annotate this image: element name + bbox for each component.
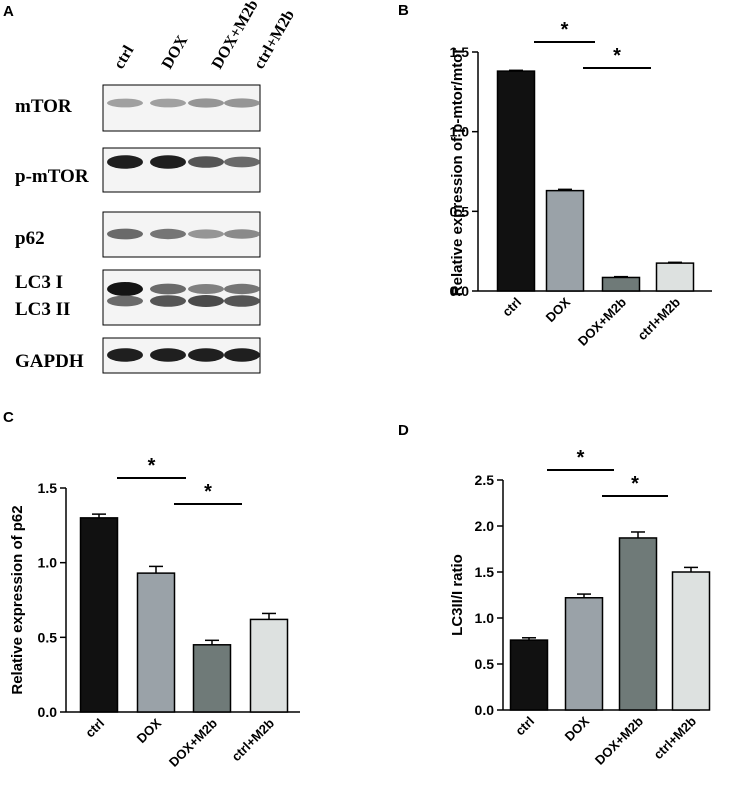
blot-band bbox=[150, 348, 186, 362]
x-tick-label: DOX+M2b bbox=[166, 715, 220, 769]
x-tick-label: DOX bbox=[562, 713, 593, 744]
bar bbox=[496, 70, 536, 292]
blot-band bbox=[224, 156, 260, 168]
blot-band bbox=[150, 283, 186, 295]
bar bbox=[79, 517, 119, 713]
blot-band bbox=[107, 98, 143, 108]
y-tick-label: 1.5 bbox=[450, 44, 470, 60]
significance-star: * bbox=[561, 19, 569, 41]
panel-letter: D bbox=[398, 422, 409, 439]
bar bbox=[249, 618, 289, 713]
blot-band bbox=[188, 284, 224, 294]
blot-row-label: p62 bbox=[15, 228, 45, 249]
bar bbox=[618, 537, 658, 711]
significance-star: * bbox=[631, 473, 639, 495]
y-tick-label: 1.5 bbox=[475, 564, 495, 580]
x-tick-label: DOX bbox=[543, 294, 574, 325]
blot-band bbox=[224, 229, 260, 239]
blot-rows: mTOR p-mTOR p62 LC3 I LC3 II GAPDH bbox=[15, 84, 261, 374]
y-tick-label: 1.0 bbox=[475, 610, 495, 626]
panel-letter: C bbox=[3, 409, 14, 426]
bar bbox=[655, 262, 695, 292]
bar bbox=[564, 597, 604, 711]
blot-band bbox=[107, 228, 143, 240]
blot-band bbox=[188, 295, 224, 307]
y-tick-label: 1.0 bbox=[38, 555, 58, 571]
blot-band bbox=[224, 283, 260, 295]
x-tick-label: ctrl+M2b bbox=[228, 715, 277, 764]
y-axis-label: LC3II/I ratio bbox=[449, 554, 466, 636]
chart-panel-c: C 0.0 0.5 1.0 1.5 Relative expression of p62 c… bbox=[3, 409, 300, 770]
y-tick-label: 0.0 bbox=[38, 704, 58, 720]
blot-row-label: LC3 II bbox=[15, 299, 70, 320]
x-tick-label: ctrl bbox=[499, 295, 524, 320]
bar bbox=[509, 639, 549, 711]
y-tick-label: 1.0 bbox=[450, 124, 470, 140]
bar bbox=[601, 276, 641, 292]
blot-band bbox=[188, 348, 224, 362]
x-tick-label: ctrl bbox=[82, 716, 107, 741]
blot-box bbox=[102, 147, 261, 193]
significance-star: * bbox=[613, 45, 621, 67]
lane-label: ctrl+M2b bbox=[251, 7, 298, 72]
blot-band bbox=[107, 348, 143, 362]
blot-band bbox=[150, 228, 186, 240]
x-tick-label: ctrl bbox=[512, 714, 537, 739]
blot-band bbox=[188, 156, 224, 168]
lane-label: DOX bbox=[159, 32, 192, 72]
blot-row-label: p-mTOR bbox=[15, 166, 89, 187]
bar bbox=[671, 571, 711, 711]
panel-letter-a: A bbox=[3, 3, 14, 20]
significance-star: * bbox=[577, 447, 585, 469]
blot-box bbox=[102, 84, 261, 132]
x-tick-label: ctrl+M2b bbox=[650, 713, 699, 762]
blot-band bbox=[188, 98, 224, 108]
y-axis-label: Relative expression of p62 bbox=[9, 505, 26, 694]
y-tick-label: 0.5 bbox=[38, 629, 58, 645]
y-tick-label: 0.5 bbox=[475, 656, 495, 672]
y-tick-label: 1.5 bbox=[38, 480, 58, 496]
chart-panel-d: D 0.0 0.5 1.0 1.5 2.0 2.5 LC3II/I ratio ctrl DOX D… bbox=[398, 422, 711, 768]
bar bbox=[545, 189, 585, 292]
blot-band bbox=[107, 282, 143, 296]
y-tick-label: 2.0 bbox=[475, 518, 495, 534]
y-axis-label: Relative expression of p-mtor/mtor bbox=[449, 48, 466, 297]
x-tick-label: ctrl+M2b bbox=[634, 294, 683, 343]
blot-row-label: mTOR bbox=[15, 96, 72, 117]
lane-label: ctrl bbox=[111, 42, 138, 72]
blot-band bbox=[107, 155, 143, 169]
blot-band bbox=[107, 295, 143, 307]
y-tick-label: 0.0 bbox=[450, 283, 470, 299]
y-tick-label: 2.5 bbox=[475, 472, 495, 488]
blot-band bbox=[150, 98, 186, 108]
blot-band bbox=[224, 348, 260, 362]
blot-band bbox=[224, 295, 260, 307]
y-tick-label: 0.0 bbox=[475, 702, 495, 718]
significance-star: * bbox=[148, 455, 156, 477]
x-tick-label: DOX+M2b bbox=[592, 713, 646, 767]
x-tick-label: DOX+M2b bbox=[575, 294, 629, 348]
blot-row-label: LC3 I bbox=[15, 272, 63, 293]
bar bbox=[192, 644, 232, 713]
blot-band bbox=[150, 295, 186, 307]
bar bbox=[136, 572, 176, 713]
blot-band bbox=[188, 229, 224, 239]
blot-band bbox=[224, 98, 260, 108]
y-tick-label: 0.5 bbox=[450, 203, 470, 219]
panel-letter: B bbox=[398, 2, 409, 19]
blot-band bbox=[150, 155, 186, 169]
blot-row-label: GAPDH bbox=[15, 351, 84, 372]
significance-star: * bbox=[204, 481, 212, 503]
x-tick-label: DOX bbox=[134, 715, 165, 746]
